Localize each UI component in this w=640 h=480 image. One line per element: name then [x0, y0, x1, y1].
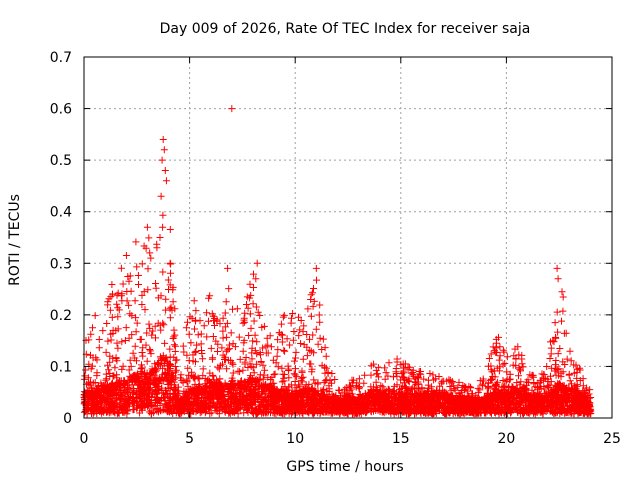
y-tick-label: 0.5: [50, 153, 72, 169]
axis-ticks: 0 5 10 15 20 25 0 0.1 0.2 0.3 0.4 0.5 0.6 0.7: [50, 50, 621, 447]
y-tick-label: 0.3: [50, 256, 72, 272]
x-tick-label: 20: [497, 431, 515, 447]
x-tick-label: 25: [603, 431, 621, 447]
y-tick-label: 0: [63, 411, 72, 427]
y-tick-label: 0.4: [50, 205, 72, 221]
x-tick-label: 5: [185, 431, 194, 447]
y-tick-label: 0.2: [50, 308, 72, 324]
grid-lines: [84, 57, 612, 418]
x-tick-label: 10: [286, 431, 304, 447]
y-axis-label: ROTI / TECUs: [7, 194, 23, 286]
y-tick-label: 0.7: [50, 50, 72, 66]
plot-frame: [83, 56, 613, 419]
x-axis-label: GPS time / hours: [286, 459, 403, 475]
chart-title: Day 009 of 2026, Rate Of TEC Index for r…: [160, 21, 531, 37]
y-tick-label: 0.1: [50, 359, 72, 375]
y-tick-label: 0.6: [50, 102, 72, 118]
x-tick-label: 15: [392, 431, 410, 447]
x-tick-label: 0: [80, 431, 89, 447]
